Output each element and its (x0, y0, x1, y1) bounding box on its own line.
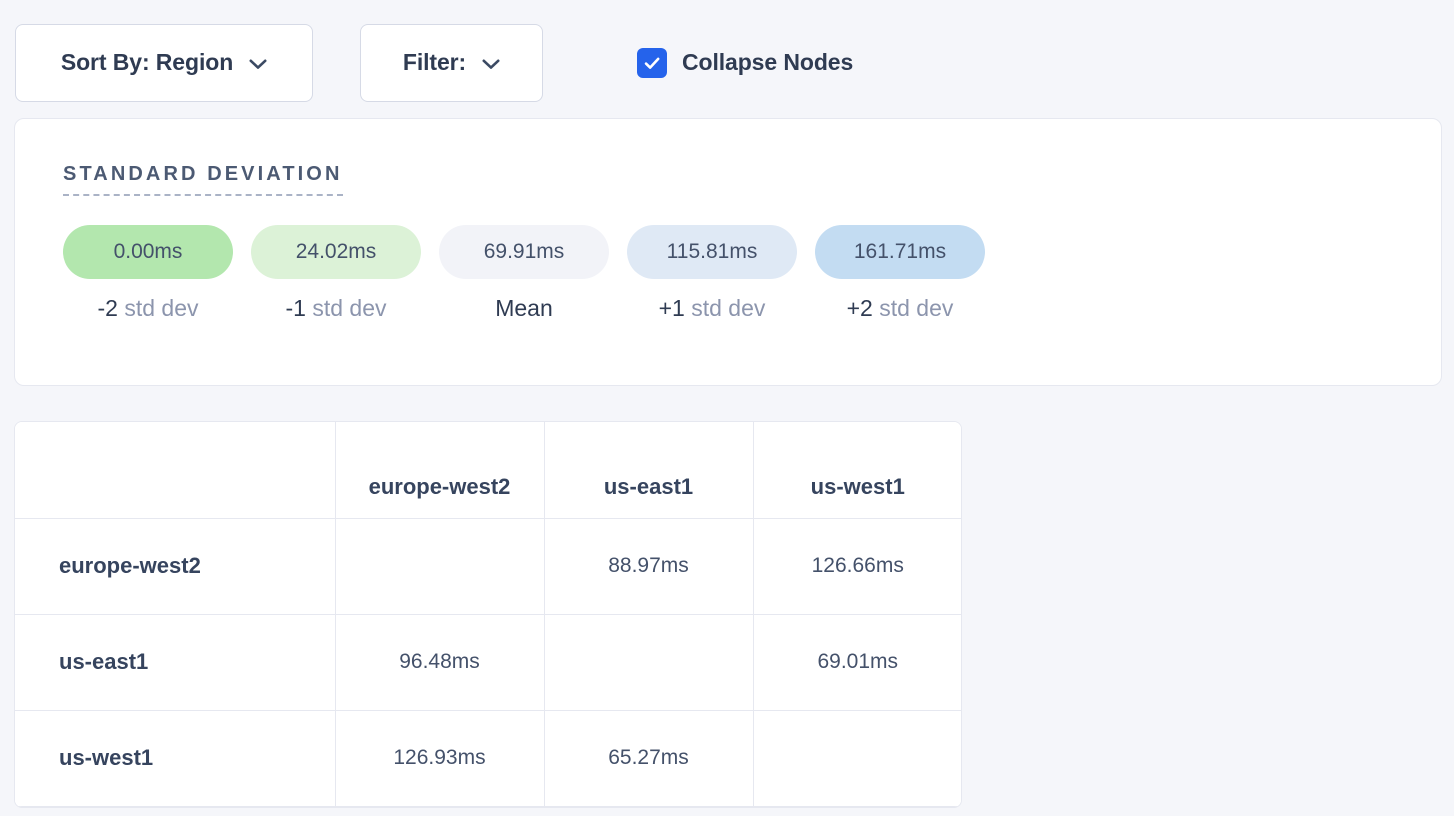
row-label-us-east1: us-east1 (15, 614, 336, 711)
legend-chip-plus1: 115.81ms (627, 225, 797, 279)
legend-chip-mean: 69.91ms (439, 225, 609, 279)
matrix-cell-value: 126.93ms (393, 746, 486, 769)
matrix-cell[interactable]: 88.97ms (544, 518, 754, 615)
matrix-cell-value: 96.48ms (399, 650, 480, 673)
legend-item: 24.02ms -1 std dev (251, 225, 421, 322)
legend-caption-plus2: +2 std dev (847, 295, 954, 322)
matrix-cell[interactable]: 126.93ms (335, 710, 545, 807)
sort-by-dropdown[interactable]: Sort By: Region (15, 23, 313, 102)
legend-caption-mean: Mean (495, 295, 553, 321)
table-row: europe-west2 88.97ms 126.66ms (15, 518, 961, 615)
toolbar: Sort By: Region Filter: Collapse Nodes (0, 0, 1454, 110)
matrix-cell[interactable]: 96.48ms (335, 614, 545, 711)
matrix-cell[interactable]: 65.27ms (544, 710, 754, 807)
matrix-cell-value: 69.01ms (817, 650, 899, 673)
matrix-cell-value: 88.97ms (608, 554, 689, 577)
legend-unit: std dev (312, 295, 387, 321)
legend-item: 69.91ms Mean (439, 225, 609, 322)
latency-matrix-table: europe-west2 us-east1 us-west1 europe-we… (15, 422, 961, 807)
legend-item: 0.00ms -2 std dev (63, 225, 233, 322)
matrix-cell (544, 614, 754, 711)
row-label-europe-west2: europe-west2 (15, 518, 336, 615)
chevron-down-icon (249, 57, 267, 69)
column-header-us-east1: us-east1 (544, 422, 754, 519)
table-header: europe-west2 us-east1 us-west1 (15, 422, 961, 519)
legend-unit: std dev (691, 295, 766, 321)
collapse-nodes-label: Collapse Nodes (682, 49, 854, 75)
table-row: us-west1 126.93ms 65.27ms (15, 710, 961, 807)
legend-caption-minus1: -1 std dev (286, 295, 387, 322)
filter-dropdown[interactable]: Filter: (360, 23, 543, 102)
legend-item: 115.81ms +1 std dev (627, 225, 797, 322)
legend-chip-minus2: 0.00ms (63, 225, 233, 279)
legend-caption-plus1: +1 std dev (659, 295, 766, 322)
checkbox-box[interactable] (637, 47, 667, 78)
check-icon (644, 57, 660, 69)
standard-deviation-card: STANDARD DEVIATION 0.00ms -2 std dev 24.… (14, 118, 1442, 386)
column-header-europe-west2: europe-west2 (335, 422, 545, 519)
legend-caption-minus2: -2 std dev (98, 295, 199, 322)
legend-unit: std dev (879, 295, 954, 321)
matrix-cell (335, 518, 545, 615)
table-corner-cell (15, 422, 336, 519)
matrix-cell[interactable]: 69.01ms (753, 614, 961, 711)
matrix-cell (753, 710, 961, 807)
standard-deviation-scale: 0.00ms -2 std dev 24.02ms -1 std dev 69.… (63, 225, 1441, 322)
collapse-nodes-checkbox[interactable]: Collapse Nodes (637, 47, 854, 78)
legend-sign: +2 (846, 295, 873, 321)
standard-deviation-title: STANDARD DEVIATION (63, 163, 343, 196)
matrix-cell-value: 126.66ms (811, 554, 904, 577)
table-body: europe-west2 88.97ms 126.66ms us-east1 9… (15, 518, 961, 807)
legend-chip-plus2: 161.71ms (815, 225, 985, 279)
filter-label: Filter: (402, 49, 467, 75)
legend-chip-minus1: 24.02ms (251, 225, 421, 279)
table-header-row: europe-west2 us-east1 us-west1 (15, 422, 961, 519)
latency-matrix: europe-west2 us-east1 us-west1 europe-we… (14, 421, 962, 808)
legend-sign: -1 (285, 295, 306, 321)
legend-unit: std dev (124, 295, 199, 321)
chevron-down-icon (482, 57, 500, 69)
column-header-us-west1: us-west1 (753, 422, 961, 519)
legend-sign: +1 (658, 295, 685, 321)
table-row: us-east1 96.48ms 69.01ms (15, 614, 961, 711)
matrix-cell-value: 65.27ms (608, 746, 689, 769)
matrix-cell[interactable]: 126.66ms (753, 518, 961, 615)
legend-sign: -2 (97, 295, 118, 321)
sort-by-label: Sort By: Region (60, 49, 234, 75)
row-label-us-west1: us-west1 (15, 710, 336, 807)
legend-item: 161.71ms +2 std dev (815, 225, 985, 322)
